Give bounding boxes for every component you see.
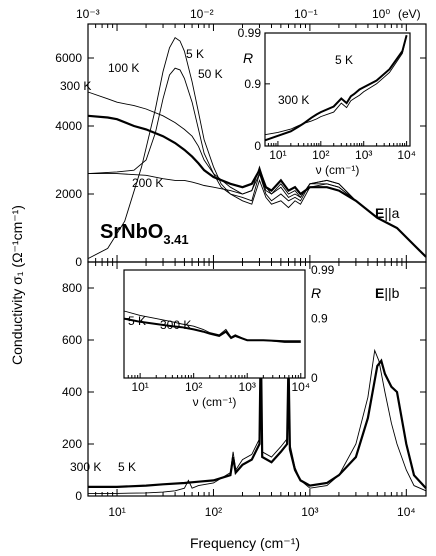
y-tick-label: 200	[62, 437, 82, 451]
inset-series-label: 300 K	[278, 93, 309, 107]
inset-y-tick-label: 0.9	[244, 77, 261, 91]
plot-frame	[87, 261, 427, 497]
series-label: 300 K	[60, 79, 91, 93]
top-axis-tick-label: 10⁻²	[190, 7, 214, 21]
panel-top: 0 2000 4000 6000 E||a 10¹ 10² 10³ 10⁴ 0 0.9 0.99 Rν …	[55, 23, 427, 269]
inset-x-label: ν (cm⁻¹)	[193, 395, 237, 409]
y-tick-label: 0	[75, 255, 82, 269]
top-axis-tick-label: 10⁻¹	[294, 7, 318, 21]
y-tick-label: 2000	[55, 187, 82, 201]
direction-label: E||b	[375, 285, 400, 301]
y-tick-label: 400	[62, 385, 82, 399]
series-label: 300 K	[70, 460, 101, 474]
direction-label-e: E	[375, 285, 384, 301]
inset-x-tick-label: 10³	[355, 148, 372, 162]
series-label: 100 K	[108, 61, 139, 75]
series-line-5k	[88, 326, 427, 494]
top-axis-tick-label: 10⁰	[372, 7, 390, 21]
direction-label-e: E	[375, 205, 384, 221]
inset-y-tick-label: 0.99	[311, 263, 335, 277]
inset-y-tick-label: 0.99	[238, 26, 262, 40]
inset-x-label: ν (cm⁻¹)	[316, 163, 360, 177]
inset-x-tick-label: 10²	[185, 380, 202, 394]
compound-subscript: 3.41	[163, 232, 188, 247]
x-tick-label: 10⁴	[397, 505, 416, 519]
inset-x-tick-label: 10¹	[131, 380, 148, 394]
inset-series-label: 300 K	[160, 318, 191, 332]
top-axis-tick-label: 10⁻³	[76, 7, 100, 21]
y-tick-label: 600	[62, 333, 82, 347]
inset-series-label: 5 K	[335, 53, 353, 67]
direction-label: E||a	[375, 205, 400, 221]
inset-x-tick-label: 10²	[312, 148, 329, 162]
series-label: 50 K	[198, 67, 223, 81]
series-line-300k	[88, 334, 427, 489]
y-tick-label: 800	[62, 281, 82, 295]
inset-y-tick-label: 0.9	[311, 312, 328, 326]
y-axis-label: Conductivity σ₁ (Ω⁻¹cm⁻¹)	[9, 205, 25, 365]
y-tick-label: 0	[75, 489, 82, 503]
direction-label-axis: ||b	[384, 285, 399, 301]
compound-formula: SrNbO	[100, 221, 163, 243]
inset-x-tick-label: 10⁴	[292, 380, 311, 394]
series-line-300k	[87, 114, 427, 258]
series-label: 5 K	[118, 460, 136, 474]
y-tick-label: 4000	[55, 119, 82, 133]
inset-series-line-300k	[264, 35, 408, 142]
x-tick-label: 10¹	[108, 505, 125, 519]
inset-y-tick-label: 0	[254, 139, 261, 153]
inset-frame	[264, 32, 411, 147]
series-label: 5 K	[186, 47, 204, 61]
x-axis-label: Frequency (cm⁻¹)	[190, 535, 300, 551]
compound-label: SrNbO3.41	[100, 221, 189, 247]
x-tick-label: 10³	[301, 505, 318, 519]
inset-x-tick-label: 10¹	[269, 148, 286, 162]
inset-x-tick-label: 10³	[239, 380, 256, 394]
inset-series-line-300k	[123, 317, 301, 343]
direction-label-axis: ||a	[384, 205, 399, 221]
series-line-200k	[88, 172, 427, 258]
y-tick-label: 6000	[55, 51, 82, 65]
top-axis-unit: (eV)	[398, 7, 421, 21]
series-label: 200 K	[132, 176, 163, 190]
x-tick-label: 10²	[205, 505, 222, 519]
inset-x-tick-label: 10⁴	[397, 148, 416, 162]
inset-y-label: R	[243, 50, 253, 66]
inset-y-tick-label: 0	[311, 371, 318, 385]
inset: 10¹ 10² 10³ 10⁴ 0 0.9 0.99 Rν (cm⁻¹) 5 K 300 K	[238, 26, 416, 177]
inset-y-label: R	[311, 285, 321, 301]
